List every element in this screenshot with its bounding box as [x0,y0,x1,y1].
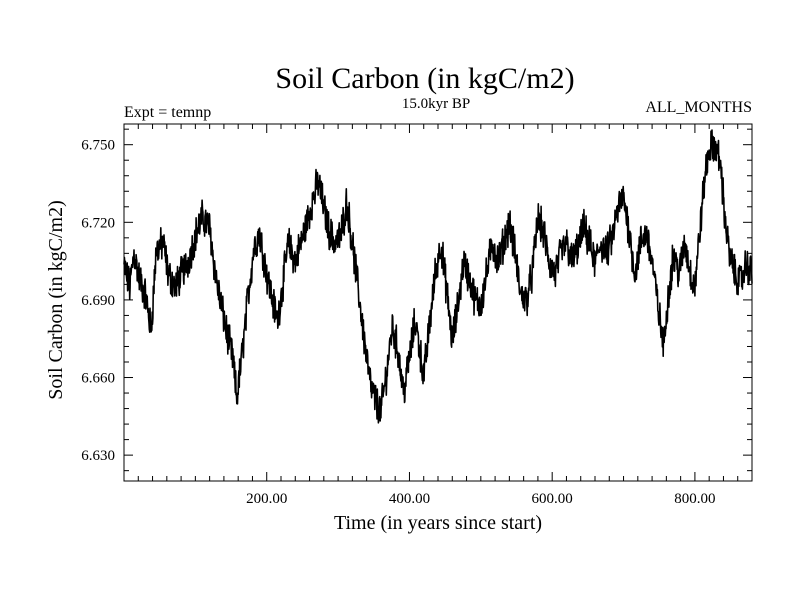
plot-frame [123,123,753,482]
x-tick-label: 400.00 [389,491,430,507]
axis-ticks [124,124,752,481]
y-axis-label: Soil Carbon (in kgC/m2) [45,200,67,399]
y-tick-label: 6.720 [81,215,115,231]
months-label: ALL_MONTHS [645,99,752,116]
soil-carbon-series-line [123,129,753,424]
y-tick-label: 6.630 [81,448,115,464]
y-tick-label: 6.690 [81,293,115,309]
chart-title: Soil Carbon (in kgC/m2) [275,62,574,95]
y-tick-label: 6.660 [81,371,115,387]
x-tick-label: 600.00 [532,491,573,507]
x-tick-label: 800.00 [674,491,715,507]
series-layer [123,129,753,424]
chart-subtitle: 15.0kyr BP [402,96,470,112]
y-tick-label: 6.750 [81,138,115,154]
tick-labels: 200.00 400.00 600.00 800.00 6.630 6.660 6.690 6… [81,138,715,507]
x-axis-label: Time (in years since start) [334,512,542,534]
experiment-label: Expt = temnp [124,104,211,121]
x-tick-label: 200.00 [246,491,287,507]
